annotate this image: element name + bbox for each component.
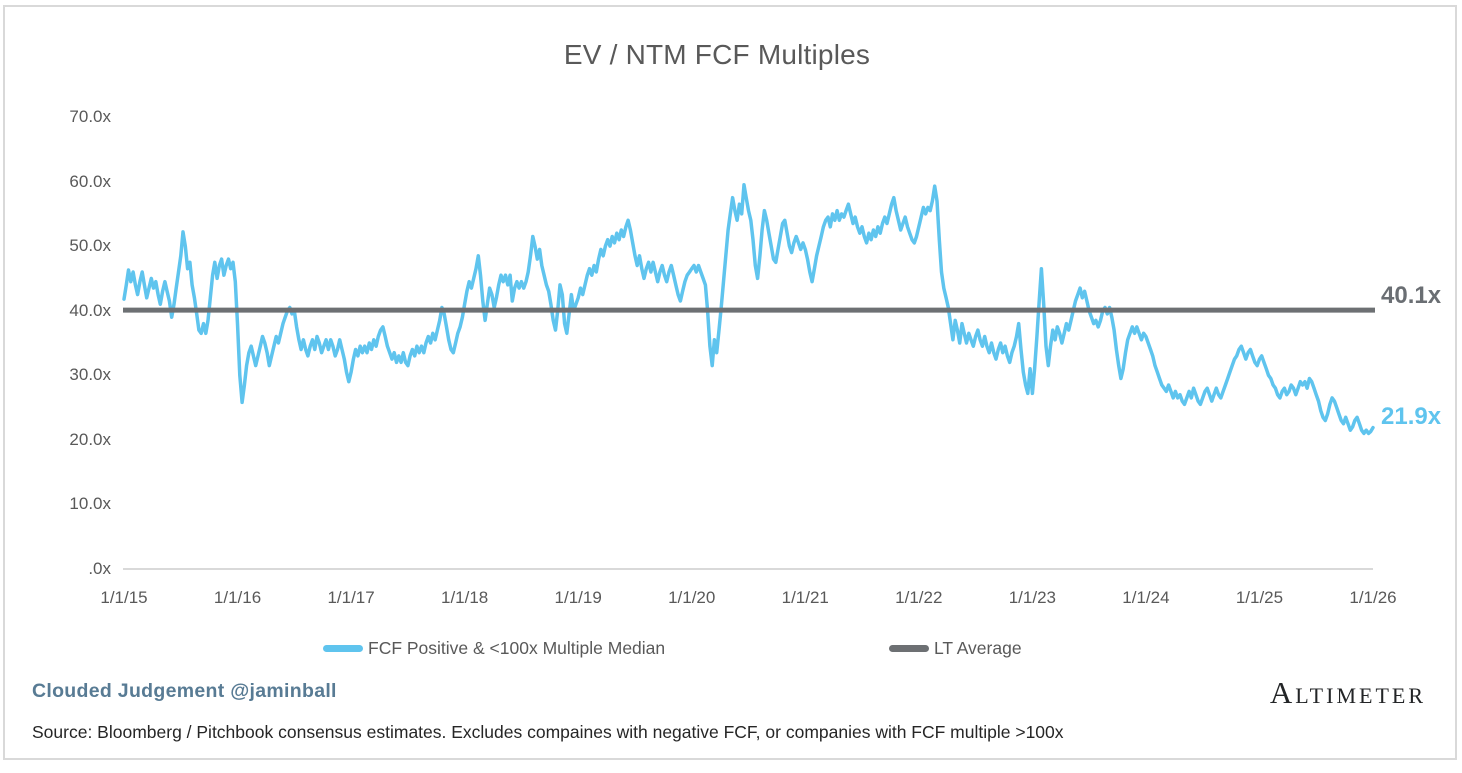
x-tick-label: 1/1/18 [440,588,489,607]
altimeter-logo: Altimeter [1269,675,1426,710]
y-tick-label: 30.0x [69,365,111,385]
x-tick-label: 1/1/25 [1235,588,1284,607]
x-tick-label: 1/1/21 [781,588,829,607]
x-tick-label: 1/1/20 [668,588,716,607]
y-tick-label: .0x [88,559,111,578]
legend-label-lt-average: LT Average [934,638,1022,658]
y-tick-label: 20.0x [69,429,111,449]
y-tick-label: 40.0x [69,300,111,320]
plot-area [122,183,1375,570]
fcf-line-swatch-icon [323,644,363,652]
x-tick-label: 1/1/23 [1008,588,1056,607]
fcf-median-line [122,183,1375,436]
lt-average-value-label: 40.1x [1381,282,1442,310]
x-tick-label: 1/1/19 [554,588,602,607]
y-tick-label: 10.0x [69,494,111,514]
fcf-series-end-value-label: 21.9x [1381,402,1442,430]
x-tick-label: 1/1/26 [1349,588,1397,607]
x-tick-label: 1/1/16 [213,588,262,607]
y-tick-label: 50.0x [69,236,111,256]
x-tick-label: 1/1/22 [895,588,943,607]
x-tick-label: 1/1/24 [1122,588,1170,607]
chart-title: EV / NTM FCF Multiples [563,39,871,70]
source-note: Source: Bloomberg / Pitchbook consensus … [32,722,1064,742]
legend-item-fcf-median: FCF Positive & <100x Multiple Median [323,638,665,658]
watermark-clouded-judgement: Clouded Judgement @jaminball [32,680,337,702]
legend-item-lt-average: LT Average [889,638,1022,658]
x-tick-label: 1/1/17 [327,588,375,607]
y-tick-label: 60.0x [69,171,111,191]
y-tick-label: 70.0x [69,107,111,126]
lt-average-line-swatch-icon [889,644,929,652]
chart-frame: EV / NTM FCF Multiples 70.0x 60.0x 50.0x 40… [3,5,1457,760]
x-tick-label: 1/1/15 [100,588,148,607]
legend-label-fcf-median: FCF Positive & <100x Multiple Median [368,638,666,658]
